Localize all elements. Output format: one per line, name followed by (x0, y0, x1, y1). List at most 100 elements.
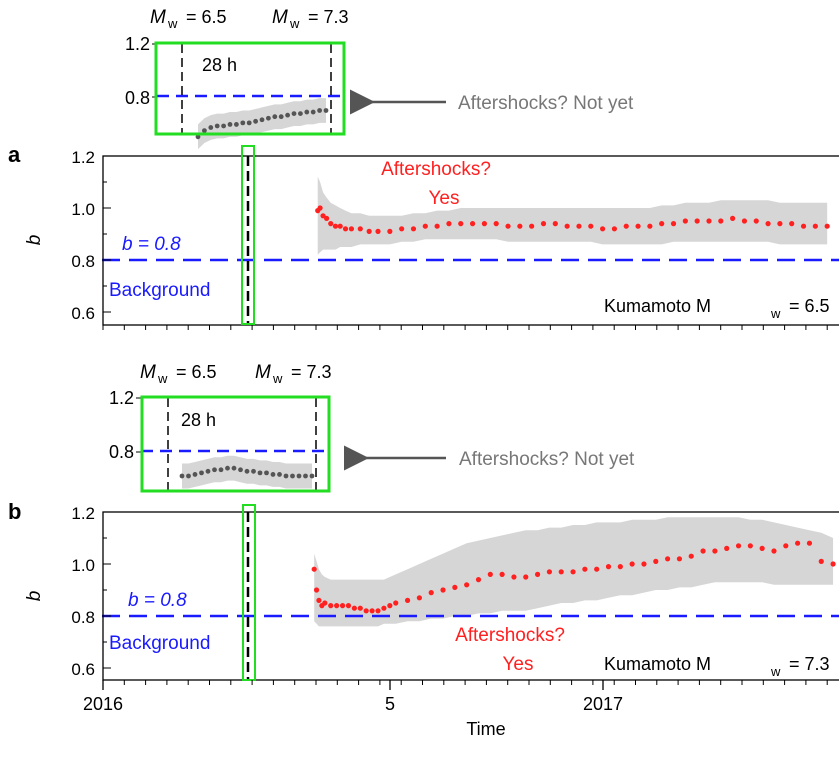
panel-a-frame (102, 155, 839, 326)
inset-a-data-point (304, 109, 310, 115)
panel-b-data-point (712, 548, 718, 554)
panel-a-background-label: Background (109, 280, 210, 301)
panel-b-data-point (700, 548, 706, 554)
inset-a-data-point (323, 108, 329, 113)
inset-b-m2-sub: w (272, 371, 283, 386)
inset-b-data-point (238, 467, 243, 473)
panel-b-ytick-label: 0.6 (71, 660, 95, 679)
panel-a-data-point (337, 223, 343, 229)
inset-b-data-point (251, 468, 256, 474)
panel-a-data-point (469, 221, 476, 227)
inset-b-data-point (192, 472, 198, 477)
panel-b-data-point (558, 569, 564, 575)
inset-a-data-point (234, 122, 239, 127)
inset-a-data-point (246, 120, 252, 126)
inset-b-ytick-label: 0.8 (109, 442, 134, 462)
inset-b-data-point (257, 470, 263, 476)
panel-a-data-point (800, 223, 807, 229)
inset-a-uncertainty-band (198, 98, 326, 150)
inset-a-data-point (291, 111, 297, 116)
panel-b-data-point (523, 574, 529, 580)
panel-b-background-label: Background (109, 633, 210, 654)
inset-a-data-point (285, 112, 290, 118)
panel-b-ytick-label: 1.0 (71, 556, 95, 575)
inset-a-data-point (253, 118, 258, 124)
panel-a-data-point (694, 218, 700, 224)
panel-a-data-point (552, 221, 558, 227)
panel-a-data-point (387, 228, 393, 234)
panel-b-data-point (783, 543, 789, 549)
panel-a-data-point (481, 221, 487, 227)
panel-b-ytick-label: 0.8 (71, 608, 95, 627)
panel-a-plot-area (315, 176, 830, 255)
panel-a-data-point (493, 221, 499, 227)
panel-b: b 1.2 1.0 0.8 0.6 b b = 0.8 Background A… (8, 325, 839, 739)
panel-b-data-point (375, 608, 381, 614)
panel-b-data-point (653, 558, 659, 565)
inset-a-highlight-box (154, 41, 346, 136)
inset-b-data-point (296, 473, 302, 479)
panel-b-data-point (546, 569, 553, 575)
panel-b-data-point (795, 540, 801, 546)
inset-b-data-point (283, 473, 289, 479)
inset-a-data-point (240, 120, 246, 126)
inset-b-duration: 28 h (181, 410, 216, 430)
inset-a-data-point (266, 115, 271, 121)
inset-b-plot-area (179, 455, 315, 489)
panel-b-data-point (345, 603, 352, 609)
panel-a-data-point (458, 221, 464, 227)
panel-a-data-point (588, 223, 594, 229)
panel-a-data-point (659, 221, 665, 227)
panel-b-data-point (452, 584, 458, 591)
panel-a-yes-label: Yes (429, 188, 460, 209)
inset-a-data-point (298, 111, 303, 116)
inset-b-data-point (186, 473, 191, 479)
panel-a-ylabel: b (24, 235, 45, 246)
panel-a-ytick-label: 1.0 (71, 200, 95, 219)
panel-a-highlight-box (241, 145, 255, 325)
panel-a-data-point (357, 226, 363, 232)
panel-b-data-point (830, 561, 836, 567)
panel-b-data-point (759, 545, 765, 552)
panel-a-data-point (647, 223, 653, 229)
panel-a-uncertainty-band (317, 176, 828, 255)
panel-a-data-point (611, 226, 618, 232)
inset-a-data-point (272, 114, 278, 120)
panel-a-data-point (517, 223, 523, 229)
panel-a-data-point (576, 223, 582, 229)
panel-b-data-point (322, 600, 328, 606)
panel-b-data-point (688, 553, 694, 559)
panel-b-data-point (534, 571, 541, 578)
panel-a-data-point (600, 226, 606, 232)
panel-a-data-point (682, 218, 688, 224)
inset-a-m2-label: M (272, 7, 288, 28)
inset-b-data-point (179, 473, 185, 479)
panel-b-data-point (393, 600, 399, 606)
panel-b-data-point (511, 574, 517, 580)
inset-a-m2-sub: w (289, 16, 300, 31)
inset-b-data-point (290, 473, 295, 479)
inset-b-data-point (225, 465, 230, 471)
panel-b-data-point (428, 590, 434, 596)
panel-b-yes-label: Yes (503, 654, 534, 675)
inset-a-m2-value: = 7.3 (303, 7, 349, 27)
panel-a-data-point (446, 221, 452, 227)
panel-a-data-point (753, 218, 759, 224)
inset-a: M w = 6.5 M w = 7.3 1.2 0.8 28 h Aftersh… (125, 7, 634, 150)
panel-b-data-point (724, 545, 730, 552)
panel-a-data-point (777, 221, 783, 227)
panel-a-data-point (410, 226, 417, 232)
inset-b-data-point (270, 472, 276, 477)
panel-a-data-point (422, 223, 428, 229)
inset-b-m1-label: M (140, 362, 156, 383)
panel-b-xlabel: Time (466, 719, 505, 739)
panel-b-data-point (404, 597, 411, 604)
panel-b-data-point (334, 603, 340, 609)
panel-b-data-point (617, 564, 623, 570)
inset-b-ytick-label: 1.2 (109, 388, 134, 408)
inset-a-ytick-label: 1.2 (125, 34, 150, 54)
panel-b-b-label: b = 0.8 (128, 590, 187, 611)
panel-b-data-point (605, 564, 612, 570)
inset-b-highlight-box (140, 395, 331, 493)
